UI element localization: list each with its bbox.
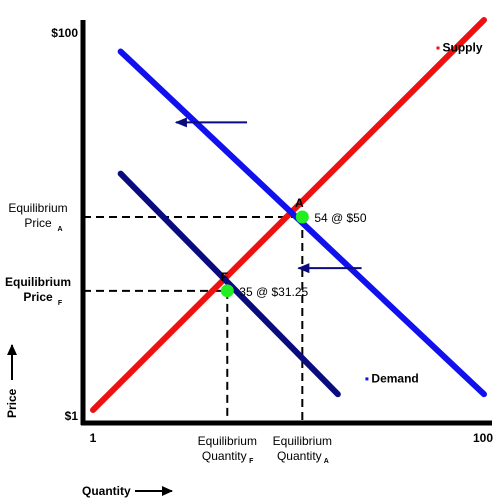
legend-marker-supply bbox=[436, 46, 440, 50]
legend-marker-demand bbox=[365, 377, 369, 381]
equilibrium-price-label-f: Equilibrium bbox=[5, 275, 71, 289]
series-line-supply bbox=[90, 17, 487, 413]
equilibrium-letter-f: F bbox=[221, 270, 228, 284]
series-line-shifted-demand bbox=[117, 170, 341, 398]
x-tick-max: 100 bbox=[473, 431, 493, 445]
equilibrium-quantity-label-f-line2: Quantity bbox=[202, 449, 247, 463]
equilibrium-quantity-label-f: Equilibrium bbox=[198, 434, 257, 448]
y-tick-max: $100 bbox=[51, 26, 78, 40]
equilibrium-price-subscript-f: F bbox=[58, 300, 63, 307]
equilibrium-price-label-a-line2: Price bbox=[24, 216, 52, 230]
y-tick-min: $1 bbox=[65, 409, 79, 423]
equilibrium-price-label-a: Equilibrium bbox=[8, 201, 67, 215]
x-axis-title: Quantity bbox=[82, 484, 131, 498]
equilibrium-point-a bbox=[295, 210, 309, 224]
equilibrium-letter-a: A bbox=[295, 196, 304, 210]
equilibrium-quantity-label-a: Equilibrium bbox=[273, 434, 332, 448]
equilibrium-quantity-label-a-line2: Quantity bbox=[277, 449, 322, 463]
equilibrium-quantity-subscript-f: F bbox=[249, 458, 254, 465]
equilibrium-point-f bbox=[220, 284, 234, 298]
legend-label-demand: Demand bbox=[371, 371, 418, 385]
legend-label-supply: Supply bbox=[443, 41, 483, 55]
equilibrium-quantity-subscript-a: A bbox=[324, 458, 329, 465]
y-axis-title: Price bbox=[5, 388, 19, 418]
x-tick-min: 1 bbox=[90, 431, 97, 445]
equilibrium-value-a: 54 @ $50 bbox=[314, 211, 367, 225]
equilibrium-price-subscript-a: A bbox=[57, 226, 62, 233]
equilibrium-price-label-f-line2: Price bbox=[23, 290, 53, 304]
equilibrium-value-f: 35 @ $31.25 bbox=[239, 285, 308, 299]
